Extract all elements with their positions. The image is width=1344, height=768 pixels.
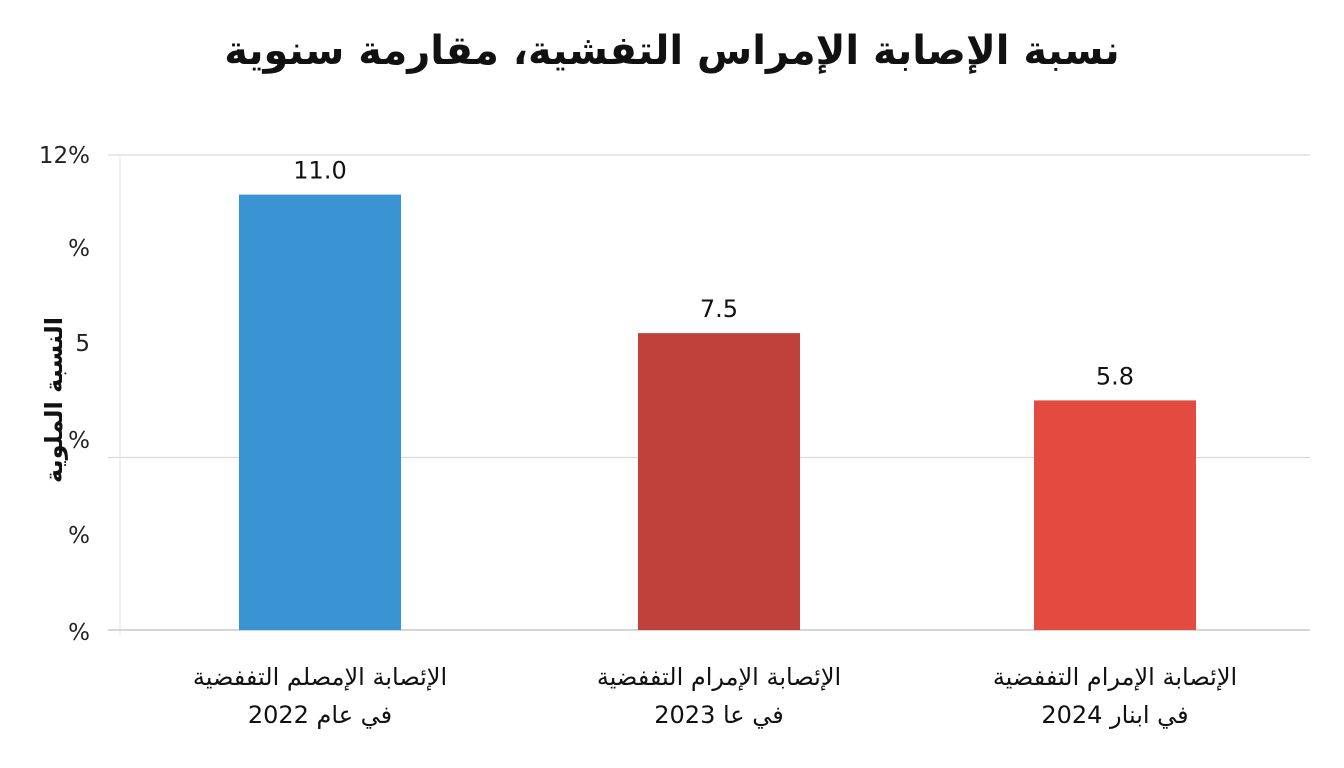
x-tick-label: في ابنار 2024 [1041, 701, 1188, 729]
y-tick-label: % [68, 236, 90, 262]
data-label-1: 11.0 [293, 157, 346, 185]
x-tick-label: الإئصابة الإمرام التففضية [597, 663, 841, 691]
bar-3 [1034, 400, 1196, 630]
bar-2 [638, 333, 800, 630]
y-tick-label: % [68, 428, 90, 454]
bars [239, 194, 1196, 631]
data-label-3: 5.8 [1096, 362, 1134, 390]
y-tick-label: % [68, 523, 90, 549]
x-tick-label: في عام 2022 [248, 701, 392, 729]
chart-title: نسبة الإصابة الإمراس التفشية، مقارمة سنو… [224, 28, 1120, 74]
y-axis-label: النسبة الملوية [40, 317, 68, 483]
y-tick-label: % [68, 620, 90, 646]
bar-1 [239, 194, 401, 631]
x-tick-label: الإئصابة الإمصلم التففضية [193, 663, 447, 691]
y-tick-label: 5 [75, 331, 90, 357]
x-tick-label: في عا 2023 [654, 701, 783, 729]
y-tick-label: 12% [39, 143, 90, 169]
data-label-2: 7.5 [700, 295, 738, 323]
x-tick-label: الإئصابة الإمرام التففضية [993, 663, 1237, 691]
